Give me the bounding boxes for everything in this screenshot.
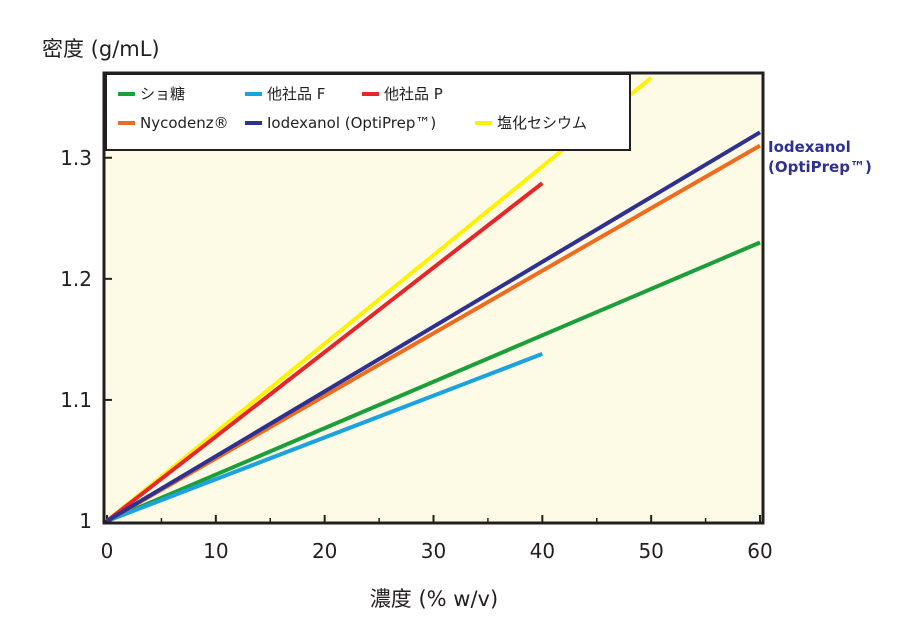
y-tick-label: 1 — [79, 509, 92, 533]
x-tick-label: 0 — [101, 539, 114, 563]
legend-items: ショ糖 他社品 F 他社品 P Nycodenz® Iodexanol (OptiPre… — [118, 85, 587, 132]
x-tick-label: 50 — [638, 539, 663, 563]
legend-label-2: 他社品 P — [384, 85, 443, 103]
legend-label-3: Nycodenz® — [140, 114, 229, 132]
ticks-layer: 0 10 20 30 40 50 60 1 1.1 1.2 1.3 — [60, 146, 773, 563]
y-axis-title: 密度 (g/mL) — [42, 37, 160, 61]
series-line-0 — [106, 240, 761, 523]
series-line-2 — [105, 181, 544, 523]
x-axis-title: 濃度 (% w/v) — [370, 587, 498, 611]
series-line-1 — [106, 352, 544, 523]
series-layer — [105, 76, 762, 523]
y-tick-label: 1.1 — [60, 388, 92, 412]
x-tick-label: 10 — [203, 539, 228, 563]
series-line-4 — [105, 130, 762, 523]
x-tick-label: 30 — [421, 539, 446, 563]
callout-iodexanol-line1: Iodexanol — [768, 138, 851, 156]
series-line-5 — [105, 76, 653, 523]
x-tick-label: 20 — [312, 539, 337, 563]
y-tick-label: 1.2 — [60, 267, 92, 291]
y-tick-label: 1.3 — [60, 146, 92, 170]
legend-label-0: ショ糖 — [140, 85, 185, 103]
legend-label-4: Iodexanol (OptiPrep™) — [267, 114, 436, 132]
legend: ショ糖 他社品 F 他社品 P Nycodenz® Iodexanol (OptiPre… — [105, 73, 631, 151]
x-tick-label: 40 — [530, 539, 555, 563]
legend-label-1: 他社品 F — [267, 85, 325, 103]
legend-label-5: 塩化セシウム — [497, 114, 587, 132]
callout-iodexanol-line2: (OptiPrep™) — [768, 158, 872, 176]
plot-frame — [102, 71, 765, 525]
x-tick-label: 60 — [747, 539, 772, 563]
